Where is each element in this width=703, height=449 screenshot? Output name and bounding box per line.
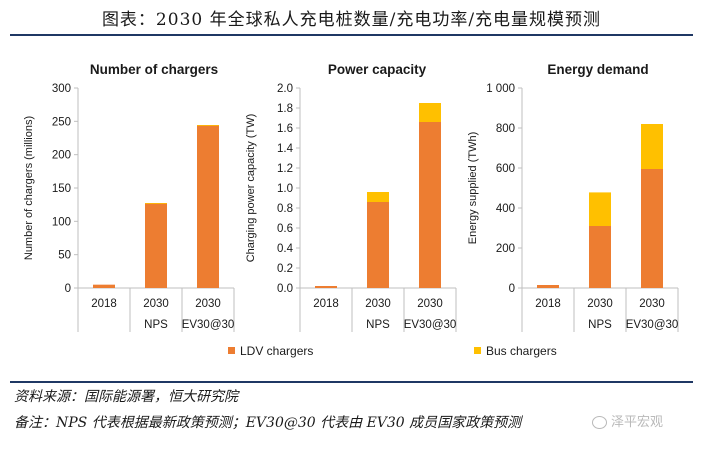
bar-ldv [589,226,611,288]
wechat-icon [592,416,607,429]
bar-bus [197,125,219,126]
y-tick-label: 600 [496,163,515,175]
remark-note: 备注：NPS 代表根据最新政策预测；EV30@30 代表由 EV30 成员国家政… [14,415,522,431]
footer-divider [10,381,693,383]
x-tick-label: 2018 [91,298,117,310]
y-tick-label: 0 [65,283,71,295]
y-tick-label: 150 [52,183,71,195]
y-tick-label: 1.4 [277,143,294,155]
charts-area: Number of chargers Number of chargers (mi… [23,62,679,358]
x-tick-sublabel: NPS [366,319,390,331]
x-tick-label: 2030 [639,298,665,310]
legend-swatch-bus [474,347,481,354]
legend-label-ldv: LDV chargers [240,344,313,358]
y-tick-label: 2.0 [277,83,293,95]
y-tick-label: 200 [496,243,515,255]
y-axis-label: Number of chargers (millions) [23,116,35,260]
y-tick-label: 300 [52,83,71,95]
x-tick-sublabel: EV30@30 [182,319,235,331]
y-tick-label: 0.4 [277,243,294,255]
y-tick-label: 0.2 [277,263,293,275]
y-tick-label: 0.0 [277,283,293,295]
bar-ldv [641,169,663,288]
x-tick-sublabel: EV30@30 [626,319,679,331]
x-tick-label: 2030 [417,298,443,310]
source-note: 资料来源：国际能源署，恒大研究院 [14,389,238,405]
y-tick-label: 800 [496,123,515,135]
x-tick-sublabel: NPS [144,319,168,331]
x-tick-sublabel: EV30@30 [404,319,457,331]
y-tick-label: 1.8 [277,103,293,115]
y-tick-label: 1.0 [277,183,293,195]
legend-label-bus: Bus chargers [486,344,557,358]
y-axis-label: Energy supplied (TWh) [467,132,479,245]
y-axis-label: Charging power capacity (TW) [245,114,257,263]
bar-ldv [93,284,115,288]
chart-title: Number of chargers [90,62,218,77]
y-tick-label: 1 000 [486,83,515,95]
y-tick-label: 0.8 [277,203,293,215]
bar-ldv [315,286,337,288]
x-tick-label: 2018 [535,298,561,310]
page-title: 图表：2030 年全球私人充电桩数量/充电功率/充电量规模预测 [101,10,602,30]
y-tick-label: 400 [496,203,515,215]
bar-ldv [145,203,167,288]
bar-bus [419,103,441,122]
y-tick-label: 250 [52,116,71,128]
bar-ldv [419,122,441,288]
bar-bus [589,192,611,226]
bar-bus [367,192,389,202]
y-tick-label: 100 [52,216,71,228]
y-tick-label: 0.6 [277,223,293,235]
bar-ldv [537,285,559,288]
bar-ldv [367,202,389,288]
y-tick-label: 1.2 [277,163,293,175]
watermark-text: 泽平宏观 [611,415,664,430]
bar-bus [641,124,663,169]
chart-title: Energy demand [547,62,648,77]
x-tick-sublabel: NPS [588,319,612,331]
chart-title: Power capacity [328,62,427,77]
title-divider [10,34,693,36]
bar-bus [145,203,167,204]
y-tick-label: 1.6 [277,123,293,135]
watermark: 泽平宏观 [592,411,663,430]
y-tick-label: 0 [509,283,515,295]
x-tick-label: 2018 [313,298,339,310]
y-tick-label: 200 [52,150,71,162]
x-tick-label: 2030 [365,298,391,310]
x-tick-label: 2030 [195,298,221,310]
y-tick-label: 50 [58,250,71,262]
legend-swatch-ldv [228,347,235,354]
x-tick-label: 2030 [587,298,613,310]
x-tick-label: 2030 [143,298,169,310]
bar-ldv [197,125,219,288]
